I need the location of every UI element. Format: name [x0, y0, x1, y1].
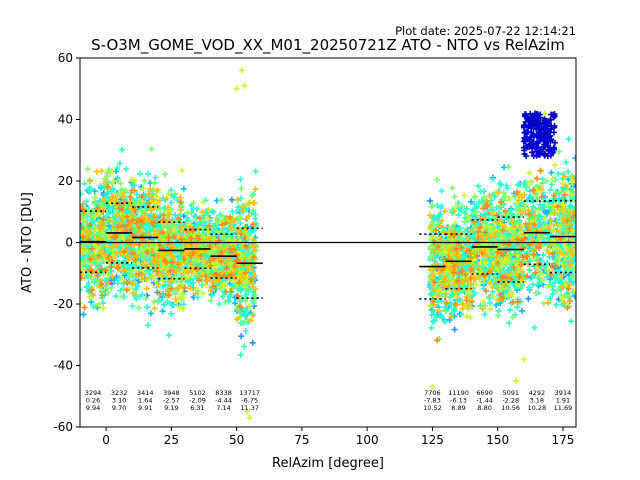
- bin-std-label: 6.31: [190, 404, 204, 412]
- bin-count-label: 5091: [502, 389, 519, 397]
- bin-mean-label: -2.57: [163, 397, 180, 405]
- bin-std-label: 7.14: [216, 404, 230, 412]
- bin-count-label: 11190: [448, 389, 469, 397]
- bin-std-label: 10.56: [501, 404, 520, 412]
- y-tick-label: -40: [53, 359, 73, 373]
- bin-count-label: 5102: [189, 389, 206, 397]
- bin-count-label: 7706: [424, 389, 441, 397]
- bin-count-label: 3414: [137, 389, 154, 397]
- bin-mean-label: 1.64: [138, 397, 152, 405]
- x-tick-label: 125: [421, 433, 444, 447]
- bin-count-label: 8338: [215, 389, 232, 397]
- bin-mean-label: -4.44: [215, 397, 232, 405]
- bin-std-label: 9.19: [164, 404, 178, 412]
- scatter-series: [520, 110, 558, 159]
- bin-count-label: 3914: [555, 389, 572, 397]
- bin-mean-label: -2.28: [502, 397, 519, 405]
- y-tick-label: 20: [58, 174, 73, 188]
- y-tick-label: 40: [58, 113, 73, 127]
- bin-mean-label: -6.75: [241, 397, 258, 405]
- y-tick-label: 0: [65, 236, 73, 250]
- y-tick-label: -60: [53, 420, 73, 434]
- bin-std-label: 9.91: [138, 404, 152, 412]
- bin-std-label: 10.52: [423, 404, 442, 412]
- bin-mean-label: 3.10: [112, 397, 126, 405]
- chart-title: S-O3M_GOME_VOD_XX_M01_20250721Z ATO - NT…: [91, 36, 565, 55]
- bin-mean-label: 1.91: [556, 397, 570, 405]
- plot-date: Plot date: 2025-07-22 12:14:21: [395, 24, 576, 38]
- bin-mean-label: 0.26: [86, 397, 100, 405]
- x-tick-label: 150: [486, 433, 509, 447]
- statistics-overlay: [80, 199, 576, 300]
- bin-std-label: 11.37: [240, 404, 259, 412]
- y-tick-label: 60: [58, 51, 73, 65]
- bin-mean-label: -1.44: [476, 397, 493, 405]
- x-tick-label: 75: [294, 433, 309, 447]
- bin-count-label: 6690: [476, 389, 493, 397]
- bin-std-label: 11.69: [554, 404, 573, 412]
- bin-mean-label: -2.09: [189, 397, 206, 405]
- y-axis-label: ATO - NTO [DU]: [20, 192, 35, 293]
- x-tick-label: 175: [551, 433, 574, 447]
- bin-mean-label: -7.83: [424, 397, 441, 405]
- bin-mean-label: -6.13: [450, 397, 467, 405]
- scatter-points: [80, 67, 576, 421]
- bin-std-label: 9.94: [86, 404, 100, 412]
- bin-count-label: 13717: [239, 389, 260, 397]
- x-tick-label: 0: [102, 433, 110, 447]
- axes: 0 25 50 75 100 125 150 175 -60 -40 -20 0 20 40 60: [53, 51, 574, 447]
- x-tick-label: 100: [356, 433, 379, 447]
- x-axis-label: RelAzim [degree]: [272, 456, 384, 471]
- bin-std-label: 10.28: [528, 404, 547, 412]
- bin-count-label: 3948: [163, 389, 180, 397]
- bin-count-label: 4292: [529, 389, 546, 397]
- bin-std-label: 9.70: [112, 404, 126, 412]
- x-tick-label: 25: [164, 433, 179, 447]
- y-tick-label: -20: [53, 297, 73, 311]
- bin-std-label: 8.89: [451, 404, 465, 412]
- bin-mean-label: 3.18: [530, 397, 544, 405]
- x-tick-label: 50: [229, 433, 244, 447]
- bin-std-label: 8.80: [477, 404, 491, 412]
- bin-count-label: 3232: [111, 389, 128, 397]
- bin-count-label: 3294: [85, 389, 102, 397]
